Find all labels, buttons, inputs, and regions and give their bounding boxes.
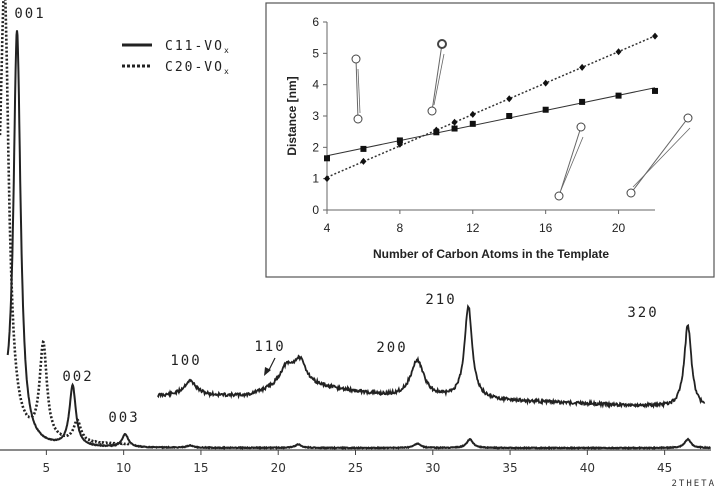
molecule-head <box>427 106 437 116</box>
inset-diamond-point <box>652 32 658 40</box>
x-tick-label: 20 <box>271 461 286 475</box>
molecule-head <box>554 191 564 201</box>
inset-y-tick-label: 0 <box>312 203 319 217</box>
series-c20-vox-line <box>0 0 132 446</box>
inset-y-tick-label: 3 <box>312 109 319 123</box>
molecule-chain-inner <box>357 68 361 114</box>
series-c11-vox-magnified-line <box>156 304 706 410</box>
molecule-chain <box>431 43 443 112</box>
inset-x-tick-label: 8 <box>397 221 404 235</box>
molecule-chain-inner <box>560 136 584 191</box>
inset-square-point <box>579 98 586 105</box>
x-tick-label: 10 <box>116 461 131 475</box>
molecule-head <box>437 39 447 49</box>
molecule-head <box>576 122 586 132</box>
molecule-sketch-2 <box>427 39 447 116</box>
peak-label-001: 001 <box>14 6 45 22</box>
molecule-head <box>351 54 361 64</box>
legend-label-subscript: x <box>224 67 231 76</box>
inset-y-axis-title: Distance [nm] <box>285 76 299 155</box>
peak-label-002: 002 <box>62 369 93 385</box>
inset-square-point <box>360 145 367 152</box>
x-tick-label: 35 <box>502 461 517 475</box>
inset-x-axis-title: Number of Carbon Atoms in the Template <box>373 247 609 261</box>
molecule-sketch-3 <box>554 122 586 201</box>
molecule-chain <box>630 117 689 194</box>
molecule-chain-inner <box>632 127 691 188</box>
molecule-sketch-1 <box>351 54 363 124</box>
molecule-head <box>353 114 363 124</box>
peak-label-003: 003 <box>108 410 139 426</box>
arrow-110-head <box>264 367 271 376</box>
inset-y-tick-label: 4 <box>312 78 319 92</box>
inset-diamond-point <box>360 157 367 165</box>
x-tick-label: 30 <box>425 461 440 475</box>
molecule-head <box>626 188 636 198</box>
inset-diamond-point <box>506 95 513 103</box>
inset-square-point <box>506 113 513 119</box>
x-tick-label: 25 <box>348 461 363 475</box>
series-c11-vox-line <box>6 30 711 451</box>
inset-diamond-point <box>579 63 586 71</box>
inset-diamond-point <box>396 140 403 148</box>
inset-y-tick-label: 2 <box>312 140 319 154</box>
inset-x-tick-label: 16 <box>539 221 553 235</box>
peak-label-110: 110 <box>254 339 285 355</box>
molecule-chain <box>558 126 582 197</box>
molecule-sketch-4 <box>626 113 693 198</box>
inset-y-tick-label: 1 <box>312 172 319 186</box>
inset-x-tick-label: 4 <box>324 221 331 235</box>
inset-square-point <box>652 87 658 94</box>
molecule-chain <box>355 58 359 120</box>
x-tick-label: 45 <box>657 461 672 475</box>
peak-label-200: 200 <box>376 340 407 356</box>
inset-diamond-point <box>469 110 476 118</box>
x-axis-title: 2THETA <box>671 479 716 487</box>
inset-y-tick-label: 6 <box>312 15 319 29</box>
inset-frame <box>265 2 715 278</box>
inset-square-point <box>469 120 476 127</box>
inset-diamond-point <box>542 79 549 87</box>
inset-diamond-point <box>451 118 458 126</box>
x-tick-label: 5 <box>43 461 51 475</box>
inset-square-point <box>451 125 458 132</box>
legend-label-2: C20-VOx <box>165 60 231 76</box>
inset-square-point <box>396 137 403 144</box>
peak-label-100: 100 <box>170 353 201 369</box>
inset-square-point <box>615 92 622 99</box>
inset-diamond-point <box>433 126 440 134</box>
inset-y-tick-label: 5 <box>312 46 319 60</box>
inset-x-tick-label: 20 <box>612 221 626 235</box>
x-tick-label: 40 <box>580 461 595 475</box>
inset-diamond-point <box>615 48 622 56</box>
inset-squares-fit-line <box>326 87 656 157</box>
molecule-chain-inner <box>433 53 445 106</box>
x-tick-label: 15 <box>193 461 208 475</box>
peak-label-210: 210 <box>425 292 456 308</box>
legend-label-subscript: x <box>224 46 231 55</box>
molecule-head <box>683 113 693 123</box>
inset-x-tick-label: 12 <box>466 221 480 235</box>
legend-label-1: C11-VOx <box>165 39 231 55</box>
inset-diamond-point <box>324 175 330 183</box>
peak-label-320: 320 <box>627 305 658 321</box>
inset-square-point <box>542 106 549 113</box>
inset-square-point <box>324 155 330 162</box>
inset-diamonds-fit-line <box>326 35 656 178</box>
